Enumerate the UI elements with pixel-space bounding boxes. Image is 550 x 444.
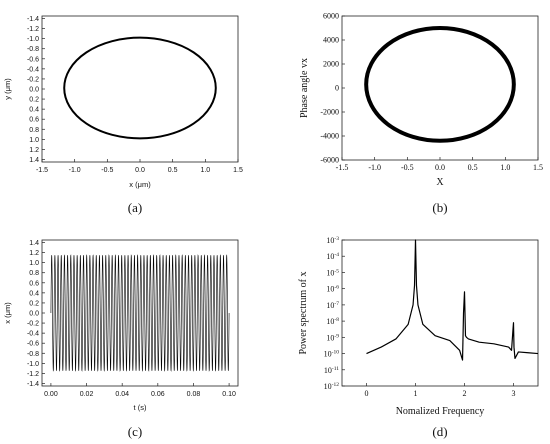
- x-tick-label-a: -1.0: [69, 167, 81, 174]
- plot-frame-d: [341, 239, 539, 387]
- y-tick-label-b: 2000: [323, 60, 339, 69]
- x-tick-label-b: -1.5: [336, 163, 349, 172]
- x-tick-label-d: 0: [365, 389, 369, 398]
- y-tick-label-c: 0.4: [29, 290, 39, 297]
- y-axis-label-a: y (μm): [3, 78, 12, 100]
- y-tick-label-c: -1.2: [27, 371, 39, 378]
- y-tick-label-a: -0.6: [27, 56, 39, 63]
- y-tick-label-c: 0.8: [29, 270, 39, 277]
- y-tick-label-a: 1.0: [29, 137, 39, 144]
- y-tick-label-c: 0.6: [29, 280, 39, 287]
- x-tick-label-c: 0.02: [80, 391, 94, 398]
- y-tick-label-c: -0.2: [27, 321, 39, 328]
- y-tick-label-d: 10-11: [324, 366, 339, 375]
- x-tick-label-b: 1.0: [500, 163, 510, 172]
- x-axis-label-a: x (μm): [129, 180, 151, 189]
- x-tick-label-a: 0.5: [168, 167, 178, 174]
- y-tick-label-c: -1.4: [27, 381, 39, 388]
- panel-caption-a: (a): [128, 200, 142, 215]
- y-tick-label-c: -0.4: [27, 331, 39, 338]
- y-tick-label-a: -1.4: [27, 16, 39, 23]
- x-tick-label-d: 3: [512, 389, 516, 398]
- y-tick-label-a: -0.4: [27, 66, 39, 73]
- spectrum-line-d: [366, 239, 539, 361]
- y-tick-label-a: -1.2: [27, 26, 39, 33]
- x-tick-label-d: 1: [414, 389, 418, 398]
- panel-d: 0 1 2 3 10-3 10-4 10-5 10-6 10-7 10-8 10-9 10-10 10-…: [298, 236, 539, 439]
- x-tick-label-a: 1.0: [200, 167, 210, 174]
- y-tick-label-c: 0.0: [29, 311, 39, 318]
- panel-c: 0.00 0.02 0.04 0.06 0.08 0.10 -1.4 -1.2 -1.0 -0.8…: [3, 239, 239, 439]
- y-axis-label-d: Power spectrum of x: [298, 271, 309, 354]
- y-tick-label-d: 10-3: [326, 236, 339, 245]
- x-tick-label-b: 0.5: [468, 163, 478, 172]
- y-tick-label-a: 0.4: [29, 107, 39, 114]
- x-tick-label-a: 1.5: [233, 167, 243, 174]
- x-tick-label-c: 0.00: [44, 391, 58, 398]
- y-tick-label-d: 10-7: [326, 301, 339, 310]
- x-axis-label-c: t (s): [134, 403, 147, 412]
- y-tick-label-a: -1.0: [27, 36, 39, 43]
- y-tick-label-b: 0: [335, 84, 339, 93]
- x-tick-label-c: 0.10: [222, 391, 236, 398]
- y-tick-label-c: -0.8: [27, 351, 39, 358]
- y-tick-label-b: 6000: [323, 12, 339, 21]
- y-tick-label-d: 10-9: [326, 333, 339, 342]
- x-tick-label-c: 0.06: [151, 391, 165, 398]
- y-tick-label-c: 1.0: [29, 260, 39, 267]
- x-tick-label-a: 0.0: [135, 167, 145, 174]
- y-tick-label-b: 4000: [323, 36, 339, 45]
- y-tick-label-a: 0.2: [29, 97, 39, 104]
- x-tick-label-b: -1.0: [368, 163, 381, 172]
- y-tick-label-b: -6000: [320, 156, 339, 165]
- y-tick-label-d: 10-8: [326, 317, 339, 326]
- x-axis-label-d: Nomalized Frequency: [396, 406, 485, 417]
- trajectory-curve-a: [63, 36, 217, 140]
- panel-b: -1.5 -1.0 -0.5 0.0 0.5 1.0 1.5 -6000 -4000 -2000 0…: [299, 12, 543, 216]
- y-tick-label-d: 10-12: [324, 382, 340, 391]
- x-tick-label-c: 0.04: [115, 391, 129, 398]
- x-tick-label-d: 2: [463, 389, 467, 398]
- y-tick-label-d: 10-4: [326, 252, 339, 261]
- y-tick-label-a: 1.2: [29, 147, 39, 154]
- x-tick-label-a: -1.5: [36, 167, 48, 174]
- panel-caption-c: (c): [128, 424, 142, 439]
- y-tick-label-c: 0.2: [29, 300, 39, 307]
- time-series-line-c: [50, 254, 230, 372]
- y-tick-label-a: 0.8: [29, 127, 39, 134]
- y-tick-label-a: -0.2: [27, 76, 39, 83]
- y-tick-label-c: -1.0: [27, 361, 39, 368]
- y-tick-label-b: -2000: [320, 108, 339, 117]
- y-tick-label-d: 10-10: [324, 350, 340, 359]
- y-axis-label-b: Phase angle vx: [299, 58, 310, 118]
- y-tick-label-a: 0.6: [29, 117, 39, 124]
- y-axis-label-c: x (μm): [3, 302, 12, 324]
- y-tick-label-a: -0.8: [27, 46, 39, 53]
- y-tick-label-c: 1.2: [29, 250, 39, 257]
- x-axis-label-b: X: [436, 177, 444, 188]
- phase-curve-b: [364, 26, 516, 143]
- x-tick-label-b: -0.5: [401, 163, 414, 172]
- panel-caption-b: (b): [432, 200, 447, 215]
- y-tick-label-c: 1.4: [29, 240, 39, 247]
- y-tick-label-a: 1.4: [29, 157, 39, 164]
- y-tick-label-c: -0.6: [27, 341, 39, 348]
- x-tick-label-b: 1.5: [533, 163, 543, 172]
- x-tick-label-c: 0.08: [187, 391, 201, 398]
- y-tick-label-d: 10-6: [326, 285, 339, 294]
- y-tick-label-b: -4000: [320, 132, 339, 141]
- y-tick-label-d: 10-5: [326, 268, 339, 277]
- x-tick-label-b: 0.0: [435, 163, 445, 172]
- panel-a: -1.5 -1.0 -0.5 0.0 0.5 1.0 1.5 -1.4 -1.2 -1.0 -0.8…: [3, 15, 243, 215]
- x-tick-label-a: -0.5: [101, 167, 113, 174]
- y-tick-label-a: 0.0: [29, 87, 39, 94]
- plot-frame-b: [341, 15, 539, 161]
- panel-caption-d: (d): [432, 424, 447, 439]
